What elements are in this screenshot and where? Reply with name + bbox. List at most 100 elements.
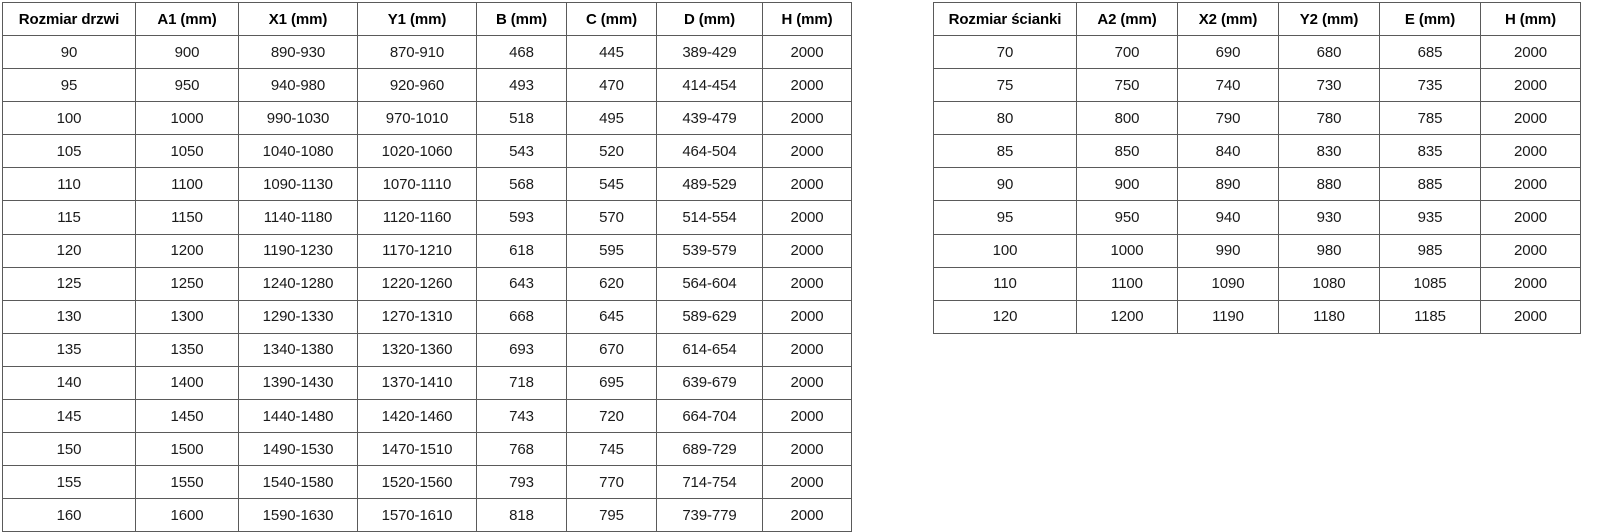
table-cell: 1040-1080 (238, 134, 358, 169)
table-row: 160 1600 1590-1630 1570-1610 818 795 739-779 20… (2, 498, 852, 532)
table-cell: 1320-1360 (357, 332, 477, 367)
table-cell: 1080 (1278, 266, 1380, 301)
table-cell: 1590-1630 (238, 498, 358, 532)
table-row: 155 1550 1540-1580 1520-1560 793 770 714-754 20… (2, 465, 852, 500)
panel-table-header: Rozmiar ścianki A2 (mm) X2 (mm) Y2 (mm) E (m… (933, 2, 1581, 36)
table-cell: 489-529 (656, 167, 763, 202)
table-cell: 743 (476, 399, 567, 434)
table-cell: 890 (1177, 167, 1279, 202)
table-cell: 2000 (1480, 233, 1581, 268)
table-cell: 120 (933, 299, 1077, 334)
table-cell: 493 (476, 68, 567, 103)
table-cell: 785 (1379, 101, 1481, 136)
table-cell: 730 (1278, 68, 1380, 103)
table-row: 75 750 740 730 735 2000 (933, 68, 1581, 103)
table-cell: 1150 (135, 200, 239, 235)
table-cell: 464-504 (656, 134, 763, 169)
table-cell: 1450 (135, 399, 239, 434)
table-cell: 90 (2, 34, 136, 70)
table-cell: 885 (1379, 167, 1481, 202)
column-header: Y1 (mm) (357, 2, 477, 36)
table-cell: 685 (1379, 34, 1481, 70)
table-cell: 2000 (1480, 34, 1581, 70)
table-cell: 95 (933, 200, 1077, 235)
table-cell: 2000 (762, 167, 852, 202)
table-cell: 2000 (762, 299, 852, 334)
table-cell: 935 (1379, 200, 1481, 235)
table-cell: 618 (476, 233, 567, 268)
table-cell: 2000 (762, 432, 852, 467)
table-cell: 2000 (762, 233, 852, 268)
table-row: 120 1200 1190 1180 1185 2000 (933, 299, 1581, 334)
table-cell: 1600 (135, 498, 239, 532)
table-cell: 690 (1177, 34, 1279, 70)
table-row: 145 1450 1440-1480 1420-1460 743 720 664-704 20… (2, 399, 852, 434)
table-cell: 2000 (1480, 266, 1581, 301)
table-cell: 680 (1278, 34, 1380, 70)
table-cell: 1000 (1076, 233, 1178, 268)
table-cell: 155 (2, 465, 136, 500)
table-cell: 520 (566, 134, 657, 169)
table-cell: 1440-1480 (238, 399, 358, 434)
table-cell: 2000 (762, 200, 852, 235)
table-cell: 740 (1177, 68, 1279, 103)
table-cell: 950 (135, 68, 239, 103)
table-cell: 990-1030 (238, 101, 358, 136)
table-cell: 2000 (1480, 299, 1581, 334)
table-row: 100 1000 990-1030 970-1010 518 495 439-479 2000 (2, 101, 852, 136)
table-cell: 1240-1280 (238, 266, 358, 301)
table-cell: 790 (1177, 101, 1279, 136)
table-cell: 700 (1076, 34, 1178, 70)
table-cell: 1420-1460 (357, 399, 477, 434)
table-cell: 130 (2, 299, 136, 334)
table-cell: 2000 (762, 266, 852, 301)
table-cell: 620 (566, 266, 657, 301)
table-cell: 2000 (762, 34, 852, 70)
table-cell: 2000 (762, 399, 852, 434)
table-cell: 695 (566, 365, 657, 401)
table-cell: 140 (2, 365, 136, 401)
table-cell: 2000 (762, 365, 852, 401)
table-row: 130 1300 1290-1330 1270-1310 668 645 589-629 20… (2, 299, 852, 334)
table-cell: 793 (476, 465, 567, 500)
table-cell: 1140-1180 (238, 200, 358, 235)
table-cell: 2000 (762, 498, 852, 532)
table-cell: 1470-1510 (357, 432, 477, 467)
table-cell: 1085 (1379, 266, 1481, 301)
table-cell: 160 (2, 498, 136, 532)
table-cell: 970-1010 (357, 101, 477, 136)
table-cell: 1090-1130 (238, 167, 358, 202)
table-cell: 1350 (135, 332, 239, 367)
table-cell: 689-729 (656, 432, 763, 467)
table-cell: 835 (1379, 134, 1481, 169)
table-cell: 514-554 (656, 200, 763, 235)
table-cell: 100 (2, 101, 136, 136)
table-cell: 1170-1210 (357, 233, 477, 268)
table-cell: 850 (1076, 134, 1178, 169)
table-cell: 539-579 (656, 233, 763, 268)
table-cell: 570 (566, 200, 657, 235)
wall-panel-dimensions-table-container: Rozmiar ścianki A2 (mm) X2 (mm) Y2 (mm) E (m… (933, 2, 1581, 334)
table-cell: 870-910 (357, 34, 477, 70)
table-cell: 414-454 (656, 68, 763, 103)
table-cell: 564-604 (656, 266, 763, 301)
table-row: 115 1150 1140-1180 1120-1160 593 570 514-554 20… (2, 200, 852, 235)
table-row: 90 900 890-930 870-910 468 445 389-429 2000 (2, 34, 852, 70)
table-cell: 614-654 (656, 332, 763, 367)
table-row: 110 1100 1090 1080 1085 2000 (933, 266, 1581, 301)
column-header: A2 (mm) (1076, 2, 1178, 36)
table-cell: 1520-1560 (357, 465, 477, 500)
table-cell: 1270-1310 (357, 299, 477, 334)
table-cell: 890-930 (238, 34, 358, 70)
table-cell: 880 (1278, 167, 1380, 202)
column-header: Rozmiar ścianki (933, 2, 1077, 36)
table-row: 135 1350 1340-1380 1320-1360 693 670 614-654 20… (2, 332, 852, 367)
table-cell: 2000 (1480, 167, 1581, 202)
table-cell: 1000 (135, 101, 239, 136)
table-cell: 1020-1060 (357, 134, 477, 169)
table-cell: 2000 (762, 465, 852, 500)
table-cell: 90 (933, 167, 1077, 202)
table-cell: 720 (566, 399, 657, 434)
table-row: 140 1400 1390-1430 1370-1410 718 695 639-679 20… (2, 365, 852, 401)
table-cell: 389-429 (656, 34, 763, 70)
